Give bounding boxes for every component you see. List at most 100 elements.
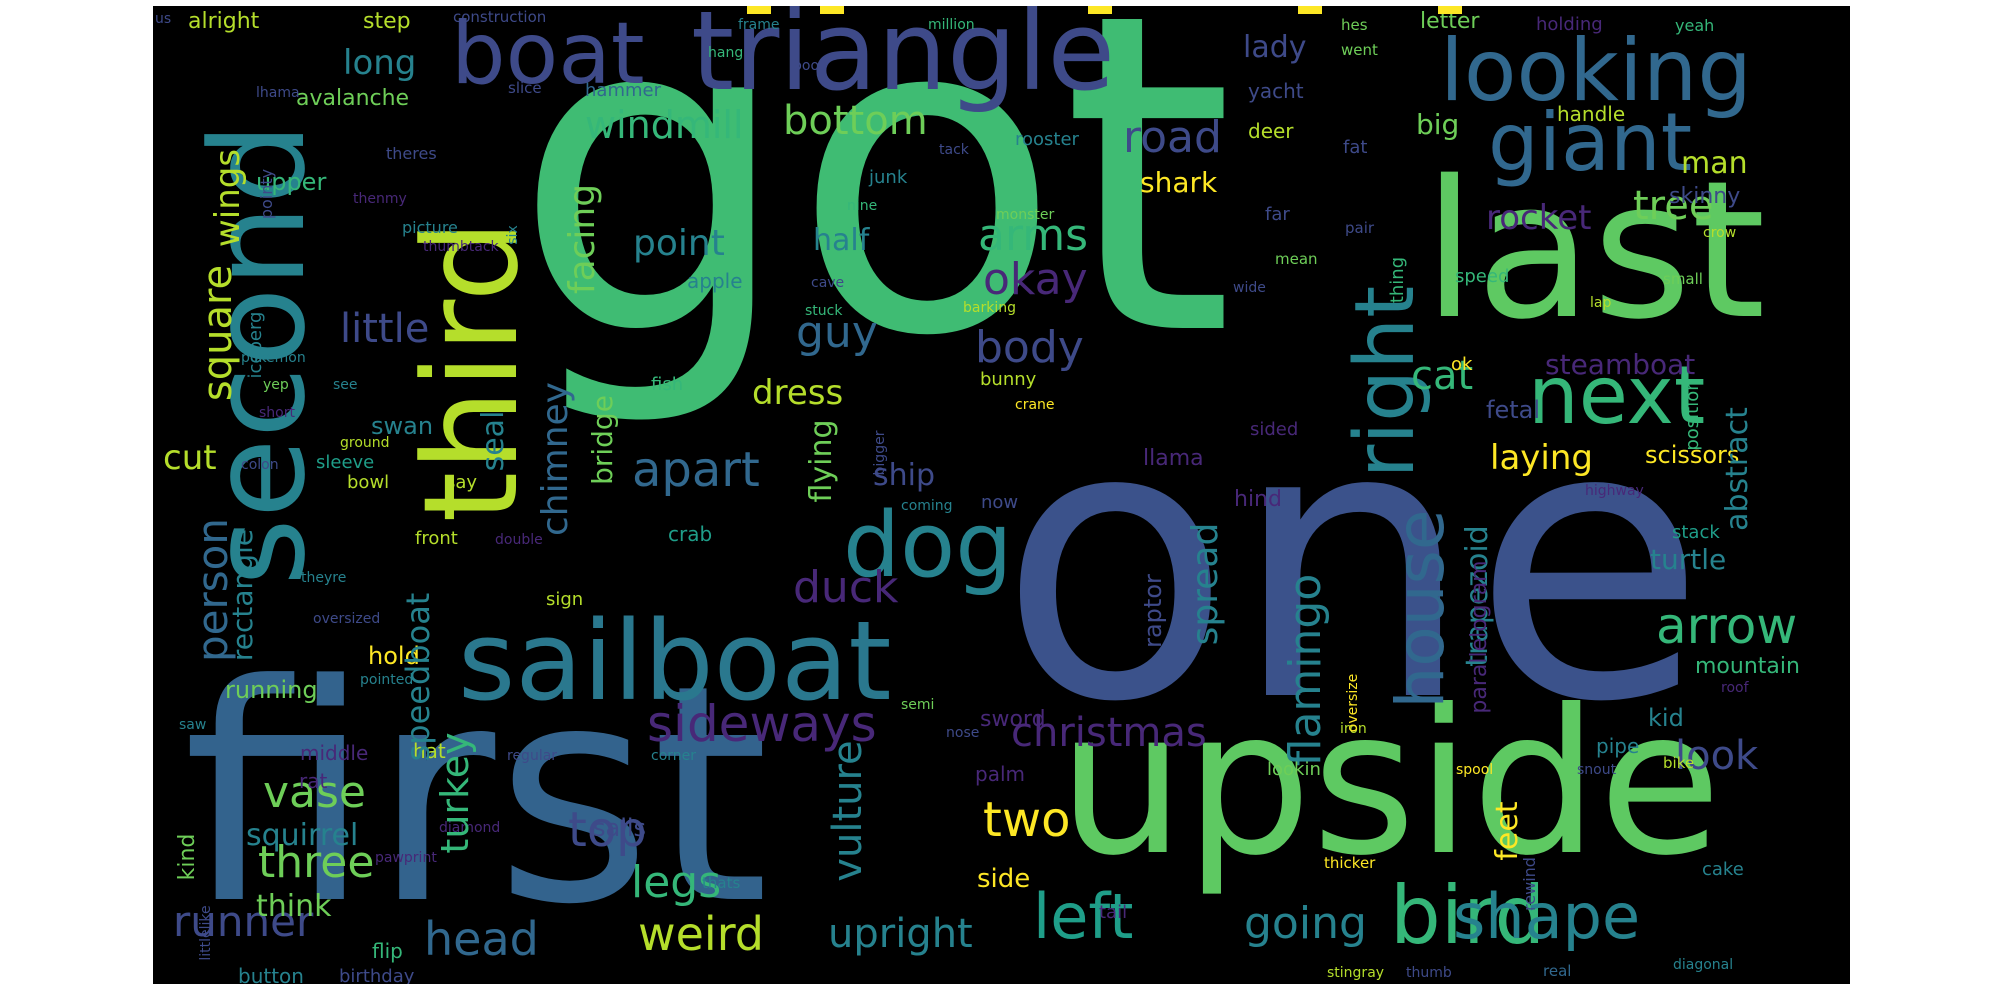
cloud-word: cave xyxy=(811,275,845,291)
cloud-word: diamond xyxy=(439,820,501,836)
cloud-word: hang xyxy=(708,45,744,61)
cloud-word: two xyxy=(983,792,1071,848)
cloud-word: bowl xyxy=(347,472,390,493)
cloud-word: roof xyxy=(1721,680,1749,696)
cloud-word: bridge xyxy=(586,395,619,485)
cloud-word: going xyxy=(1244,898,1367,949)
cloud-word: left xyxy=(1033,880,1134,953)
cloud-word: skinny xyxy=(1669,184,1741,209)
cloud-word: sideways xyxy=(647,695,877,753)
cloud-word: rocket xyxy=(1486,198,1592,238)
cloud-word: turkey xyxy=(433,732,477,854)
cloud-word: parallelogram xyxy=(1467,560,1492,714)
cloud-word: vulture xyxy=(825,740,871,882)
cloud-word: highway xyxy=(1585,483,1644,499)
cloud-word: hat xyxy=(413,739,446,763)
cloud-word: apart xyxy=(632,442,760,498)
cloud-word: went xyxy=(1341,41,1378,59)
cloud-word: lap xyxy=(1590,295,1612,311)
cloud-word: road xyxy=(1123,112,1222,163)
cloud-word: thenmy xyxy=(353,191,407,207)
cloud-word: sword xyxy=(980,707,1046,732)
cloud-word: square xyxy=(195,264,241,402)
cloud-word: running xyxy=(225,676,318,704)
cloud-word: top xyxy=(568,802,647,858)
cloud-word: semi xyxy=(901,697,935,713)
cloud-word: hind xyxy=(1234,487,1282,512)
cloud-word: kind xyxy=(175,833,200,881)
cloud-word: bird xyxy=(1390,869,1546,962)
cloud-word: upper xyxy=(256,168,327,196)
cloud-word: letter xyxy=(1420,9,1480,34)
top-clipped-glyph xyxy=(747,6,771,14)
cloud-word: flip xyxy=(372,939,403,963)
cloud-word: step xyxy=(363,9,411,34)
cloud-word: first xyxy=(183,621,770,970)
cloud-word: bigger xyxy=(872,430,888,476)
cloud-word: duck xyxy=(793,562,899,613)
cloud-word: construction xyxy=(453,8,547,26)
cloud-word: side xyxy=(977,864,1031,894)
cloud-word: arrow xyxy=(1656,597,1798,655)
cloud-word: wide xyxy=(1233,280,1266,296)
cloud-word: nose xyxy=(946,725,980,741)
cloud-word: shape xyxy=(1453,880,1641,953)
cloud-word: cut xyxy=(163,438,217,478)
cloud-word: guy xyxy=(796,307,878,358)
cloud-word: tail xyxy=(1099,902,1128,923)
cloud-word: apple xyxy=(687,269,743,293)
cloud-word: six xyxy=(505,225,521,245)
cloud-word: speedboat xyxy=(399,592,437,762)
top-clipped-glyph xyxy=(820,6,844,14)
cloud-word: seal xyxy=(476,410,511,472)
cloud-word: oversized xyxy=(313,611,381,627)
cloud-word: sailboat xyxy=(458,597,892,725)
cloud-word: colon xyxy=(241,457,279,473)
cloud-word: barking xyxy=(963,300,1016,316)
cloud-word: spool xyxy=(1456,762,1494,778)
cloud-word: next xyxy=(1528,349,1706,442)
cloud-word: pair xyxy=(1345,219,1375,237)
cloud-word: mean xyxy=(1275,250,1318,268)
cloud-word: iron xyxy=(1340,721,1367,737)
cloud-word: thumbtack xyxy=(423,239,499,255)
cloud-word: ground xyxy=(340,435,390,451)
cloud-word: littlelike xyxy=(198,905,214,961)
cloud-word: okay xyxy=(983,254,1088,305)
cloud-word: bunny xyxy=(980,369,1037,390)
cloud-word: weird xyxy=(638,907,765,961)
cloud-word: looking xyxy=(1440,21,1752,121)
cloud-word: position xyxy=(1682,379,1703,451)
cloud-word: now xyxy=(981,492,1019,513)
cloud-word: handle xyxy=(1557,102,1626,126)
cloud-word: nine xyxy=(847,198,878,214)
cloud-word: dress xyxy=(752,373,844,413)
cloud-word: long xyxy=(343,43,417,83)
cloud-word: frame xyxy=(738,17,780,33)
cloud-word: house xyxy=(1382,509,1459,709)
cloud-word: head xyxy=(424,912,539,966)
cloud-word: point xyxy=(633,223,725,264)
cloud-word: upside xyxy=(1058,667,1722,900)
cloud-word: tack xyxy=(939,142,969,158)
cloud-word: tree xyxy=(1633,183,1714,229)
cloud-word: flying xyxy=(804,419,839,503)
cloud-word: man xyxy=(1681,146,1748,181)
cloud-word: last xyxy=(1423,140,1766,361)
cloud-word: pawprint xyxy=(375,850,437,866)
cloud-word: boat xyxy=(451,6,645,104)
cloud-word: button xyxy=(238,964,304,984)
cloud-word: birthday xyxy=(339,966,415,985)
cloud-word: pokemon xyxy=(241,350,306,366)
cloud-word: speed xyxy=(1455,266,1510,287)
cloud-word: thumb xyxy=(1406,965,1452,981)
cloud-word: hes xyxy=(1341,16,1368,34)
cloud-word: swan xyxy=(371,412,434,440)
top-clipped-glyph xyxy=(1438,6,1462,14)
cloud-word: rewind xyxy=(1520,857,1539,911)
cloud-word: monster xyxy=(996,207,1055,223)
cloud-word: stack xyxy=(1672,522,1720,543)
cloud-word: middle xyxy=(300,741,369,765)
cloud-word: windmill xyxy=(585,103,744,147)
cloud-word: crane xyxy=(1015,397,1055,413)
